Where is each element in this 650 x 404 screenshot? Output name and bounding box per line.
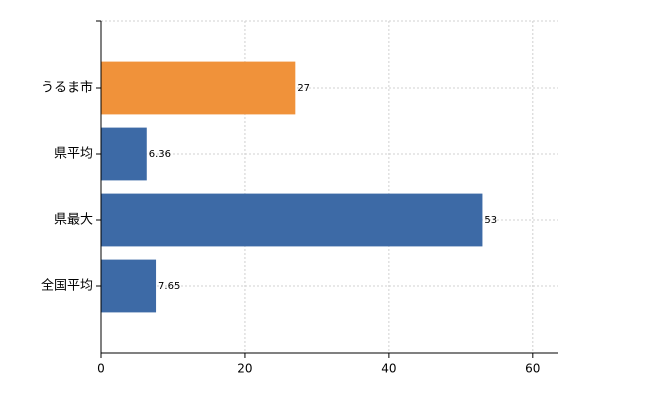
data-label: 53 <box>484 215 497 226</box>
data-label: 7.65 <box>158 281 180 292</box>
data-label: 27 <box>297 83 310 94</box>
data-label: 6.36 <box>149 149 171 160</box>
x-tick-label: 0 <box>97 362 105 376</box>
bar <box>101 61 296 115</box>
x-tick-label: 40 <box>381 362 396 376</box>
y-tick-label: うるま市 <box>41 80 93 96</box>
bar <box>101 193 483 247</box>
bar <box>101 259 157 313</box>
x-tick-label: 60 <box>525 362 540 376</box>
y-tick-label: 全国平均 <box>41 278 93 294</box>
bar <box>101 127 147 181</box>
y-tick-label: 県最大 <box>54 213 93 228</box>
x-tick-label: 20 <box>237 362 252 376</box>
y-tick-label: 県平均 <box>54 147 93 162</box>
